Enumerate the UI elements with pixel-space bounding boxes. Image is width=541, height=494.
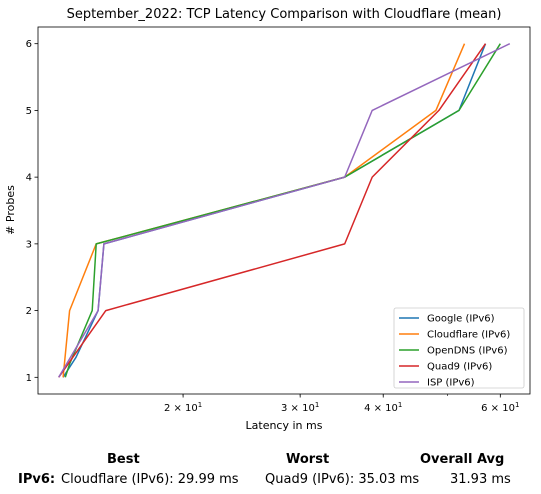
series-line-4 bbox=[58, 43, 511, 378]
x-tick-label-3: 6 × 101 bbox=[481, 401, 519, 414]
legend-label-1: Cloudflare (IPv6) bbox=[427, 330, 510, 341]
legend-box bbox=[393, 307, 525, 389]
chart-title: September_2022: TCP Latency Comparison w… bbox=[67, 7, 502, 22]
y-tick-label-2: 3 bbox=[26, 239, 32, 250]
summary-header-avg: Overall Avg bbox=[420, 452, 505, 467]
x-tick-label-1: 3 × 101 bbox=[281, 401, 319, 414]
series-line-3 bbox=[58, 43, 487, 378]
summary-worst-value: Quad9 (IPv6): 35.03 ms bbox=[265, 472, 420, 487]
x-axis-label: Latency in ms bbox=[246, 419, 323, 432]
legend-label-2: OpenDNS (IPv6) bbox=[427, 346, 508, 357]
y-tick-label-3: 4 bbox=[26, 173, 32, 184]
plot-frame bbox=[37, 26, 531, 395]
y-tick-label-0: 1 bbox=[26, 373, 32, 384]
summary-header-worst: Worst bbox=[286, 452, 330, 467]
summary-avg-value: 31.93 ms bbox=[450, 472, 511, 487]
y-axis-label: # Probes bbox=[4, 185, 17, 235]
series-line-2 bbox=[64, 43, 501, 378]
x-tick-label-2: 4 × 101 bbox=[364, 401, 402, 414]
y-tick-label-5: 6 bbox=[26, 39, 32, 50]
legend-label-0: Google (IPv6) bbox=[427, 314, 495, 325]
x-tick-label-0: 2 × 101 bbox=[164, 401, 202, 414]
y-tick-label-1: 2 bbox=[26, 306, 32, 317]
summary-row-label: IPv6: bbox=[18, 472, 56, 487]
plot-area: 2 × 101 3 × 101 4 × 101 6 × 101 1 2 3 4 5 6 Google… bbox=[26, 26, 531, 414]
y-tick-label-4: 5 bbox=[26, 106, 32, 117]
legend-label-3: Quad9 (IPv6) bbox=[427, 362, 492, 373]
summary-header-best: Best bbox=[107, 452, 140, 467]
latency-chart: September_2022: TCP Latency Comparison w… bbox=[4, 7, 531, 432]
legend-label-4: ISP (IPv6) bbox=[427, 378, 475, 389]
summary-best-value: Cloudflare (IPv6): 29.99 ms bbox=[61, 472, 239, 487]
